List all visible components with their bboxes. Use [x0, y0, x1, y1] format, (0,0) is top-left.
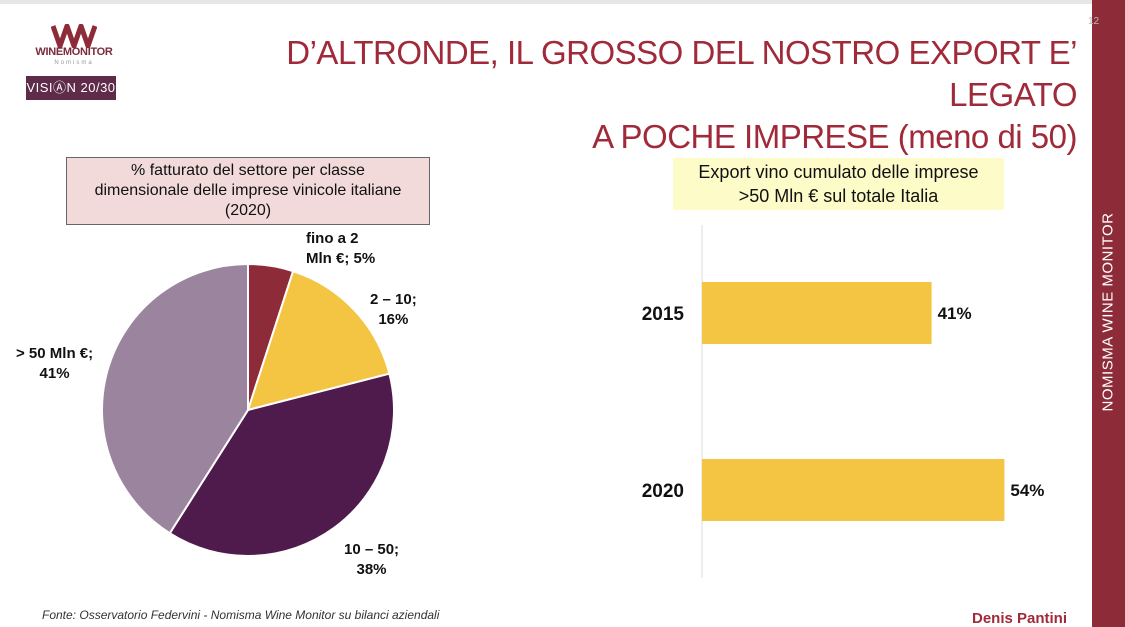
pie-label-fino-a-2: fino a 2 Mln €; 5% [306, 229, 375, 269]
bar-value-label: 54% [1010, 481, 1044, 500]
pie-label-line: 10 – 50; [344, 541, 400, 558]
bar [702, 282, 932, 344]
bar-title-line: Export vino cumulato delle imprese [698, 162, 979, 182]
author-name: Denis Pantini [972, 610, 1068, 627]
pie-title-line: dimensionale delle imprese vinicole ital… [94, 182, 402, 199]
pie-title-line: (2020) [224, 202, 272, 219]
logo-subtitle: Nomisma [54, 60, 94, 66]
top-border [0, 0, 1092, 4]
pie-chart-title: % fatturato del settore per classe dimen… [66, 157, 430, 225]
bar-value-label: 41% [938, 304, 972, 323]
logo-mark-icon [51, 24, 97, 48]
title-line-2: A POCHE IMPRESE (meno di 50) [592, 118, 1077, 155]
pie-label-line: 16% [378, 311, 409, 328]
pie-slice [101, 262, 249, 535]
pie-label-over-50: > 50 Mln €; 41% [16, 344, 93, 384]
bar-category-label: 2020 [642, 481, 684, 502]
pie-label-2-10: 2 – 10; 16% [370, 290, 417, 330]
brand-sidebar [1092, 0, 1125, 627]
bar-chart-title: Export vino cumulato delle imprese >50 M… [673, 158, 1004, 210]
pie-title-line: % fatturato del settore per classe [131, 162, 365, 179]
pie-label-line: 38% [356, 561, 387, 578]
bar [702, 459, 1005, 521]
slide-title: D’ALTRONDE, IL GROSSO DEL NOSTRO EXPORT … [157, 32, 1077, 158]
pie-slice [246, 269, 391, 412]
title-line-1: D’ALTRONDE, IL GROSSO DEL NOSTRO EXPORT … [286, 34, 1077, 113]
pie-slice [168, 372, 395, 557]
bar-category-label: 2015 [642, 304, 685, 325]
pie-label-line: Mln €; 5% [306, 250, 376, 267]
pie-label-line: 41% [39, 365, 70, 382]
pie-label-line: 2 – 10; [370, 291, 417, 308]
page-number: 12 [1088, 16, 1100, 27]
logo-wordmark: WINEMONITOR [35, 46, 113, 58]
vision-badge: VISIⒶN 20/30 [26, 76, 116, 100]
bar-title-line: >50 Mln € sul totale Italia [738, 186, 939, 206]
pie-label-10-50: 10 – 50; 38% [344, 540, 399, 580]
source-note: Fonte: Osservatorio Federvini - Nomisma … [42, 608, 440, 622]
pie-label-line: fino a 2 [306, 230, 359, 247]
pie-label-line: > 50 Mln €; [16, 345, 94, 362]
